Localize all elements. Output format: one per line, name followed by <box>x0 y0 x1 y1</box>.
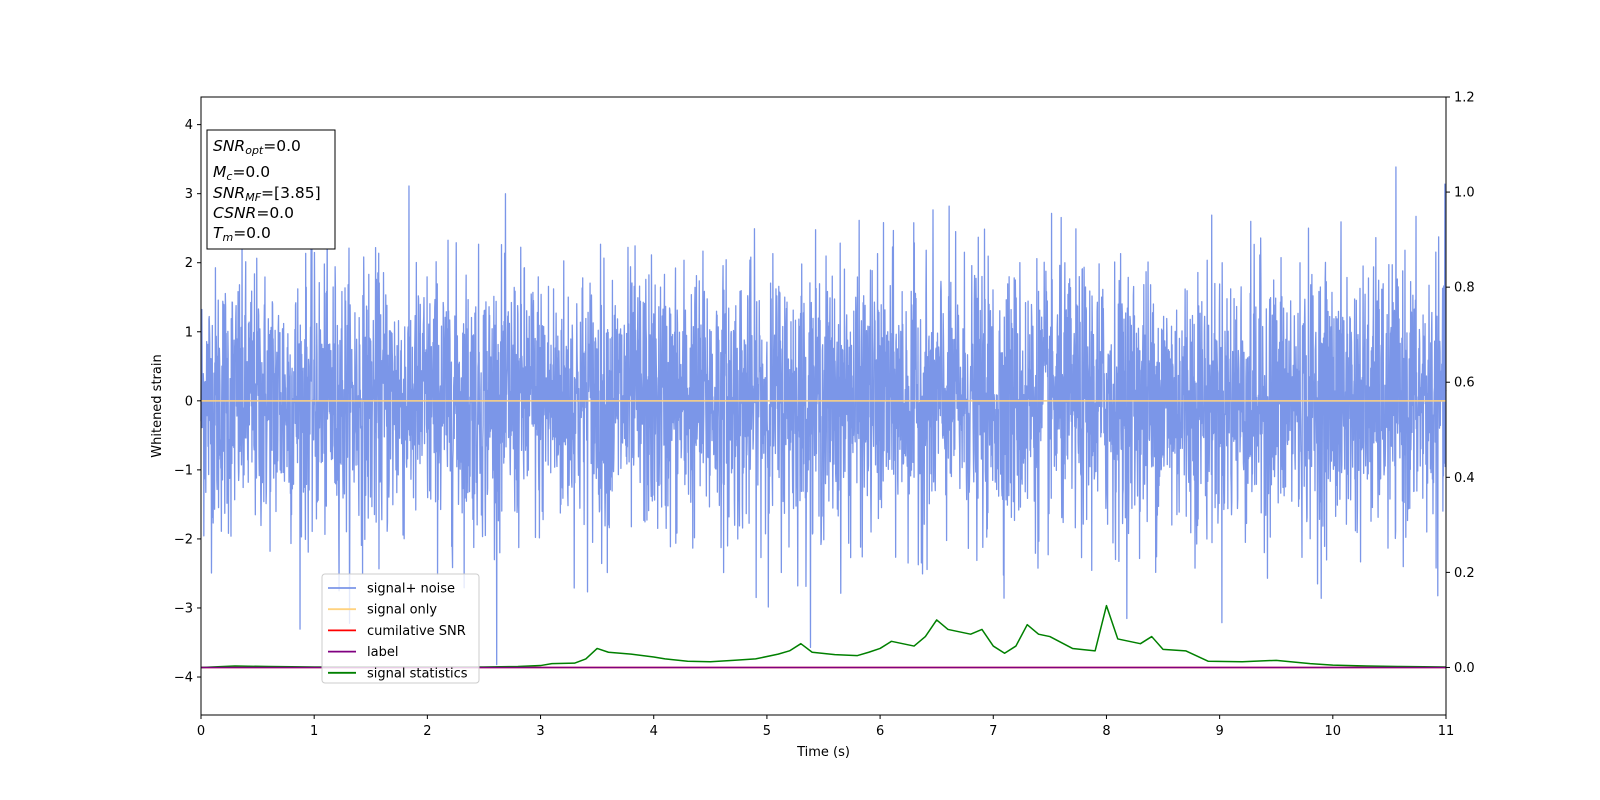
y-tick-label: −1 <box>174 463 193 478</box>
y2-tick-label: 1.0 <box>1454 186 1475 201</box>
annotation-line: Tm=0.0 <box>213 224 271 244</box>
legend-items: signal+ noise signal only cumilative SNR la… <box>328 582 468 681</box>
y2-tick-label: 1.2 <box>1454 91 1475 106</box>
annotation-box: SNRopt=0.0Mc=0.0SNRMF=[3.85]CSNR=0.0Tm=0… <box>206 129 336 250</box>
plot-frame <box>200 96 1447 716</box>
x-tick-label: 3 <box>536 724 544 739</box>
annotation-lines: SNRopt=0.0Mc=0.0SNRMF=[3.85]CSNR=0.0Tm=0… <box>213 137 321 244</box>
axes: 0 1 2 3 4 5 6 7 8 9 10 1143210−1−2−3−41.21.00.80.60… <box>174 91 1475 740</box>
annotation-subscript: opt <box>245 144 264 157</box>
annotation-line: Mc=0.0 <box>213 163 270 183</box>
y2-tick-label: 0.4 <box>1454 471 1475 486</box>
legend: signal+ noise signal only cumilative SNR la… <box>321 573 480 684</box>
y2-tick-label: 0.6 <box>1454 376 1475 391</box>
annotation-subscript: c <box>226 170 232 183</box>
x-tick-label: 2 <box>423 724 431 739</box>
annotation-subscript: MF <box>245 191 261 204</box>
legend-label: signal only <box>367 603 437 618</box>
y-axis-label: Whitened strain <box>150 354 165 457</box>
annotation-line: CSNR=0.0 <box>213 204 294 222</box>
annotation-value: =0.0 <box>232 163 270 181</box>
y2-tick-label: 0.0 <box>1454 661 1475 676</box>
annotation-symbol: T <box>213 224 224 242</box>
series-signal-noise <box>200 166 1447 666</box>
x-tick-label: 9 <box>1215 724 1223 739</box>
x-tick-label: 11 <box>1438 724 1455 739</box>
x-tick-label: 8 <box>1102 724 1110 739</box>
y-tick-label: 1 <box>185 325 193 340</box>
legend-label: signal+ noise <box>367 582 455 597</box>
annotation-value: =0.0 <box>233 224 271 242</box>
annotation-symbol: M <box>213 163 226 181</box>
y-tick-label: −2 <box>174 532 193 547</box>
x-tick-label: 7 <box>989 724 997 739</box>
y-tick-label: 3 <box>185 187 193 202</box>
y2-tick-label: 0.8 <box>1454 281 1475 296</box>
y-tick-label: 0 <box>185 394 193 409</box>
annotation-value: =[3.85] <box>261 184 321 202</box>
annotation-box-frame <box>206 129 336 250</box>
x-tick-label: 1 <box>310 724 318 739</box>
annotation-line: SNRMF=[3.85] <box>213 184 321 204</box>
y-tick-label: −4 <box>174 671 193 686</box>
x-tick-label: 10 <box>1325 724 1342 739</box>
y-tick-label: −3 <box>174 601 193 616</box>
annotation-symbol: SNR <box>213 137 245 155</box>
annotation-symbol: SNR <box>213 184 245 202</box>
legend-frame <box>321 573 480 684</box>
x-tick-label: 4 <box>650 724 658 739</box>
x-tick-label: 5 <box>763 724 771 739</box>
y-tick-label: 2 <box>185 256 193 271</box>
x-tick-label: 0 <box>197 724 205 739</box>
x-axis-label: Time (s) <box>796 745 850 760</box>
annotation-value: =0.0 <box>256 204 294 222</box>
annotation-line: SNRopt=0.0 <box>213 137 301 157</box>
legend-label: signal statistics <box>367 666 468 681</box>
legend-label: label <box>367 645 398 660</box>
legend-label: cumilative SNR <box>367 624 466 639</box>
annotation-symbol: CSNR <box>213 204 256 222</box>
y-tick-label: 4 <box>185 118 193 133</box>
x-tick-label: 6 <box>876 724 884 739</box>
annotation-subscript: m <box>222 231 233 244</box>
y2-tick-label: 0.2 <box>1454 566 1475 581</box>
annotation-value: =0.0 <box>263 137 301 155</box>
series-signal-statistics <box>200 604 1447 669</box>
